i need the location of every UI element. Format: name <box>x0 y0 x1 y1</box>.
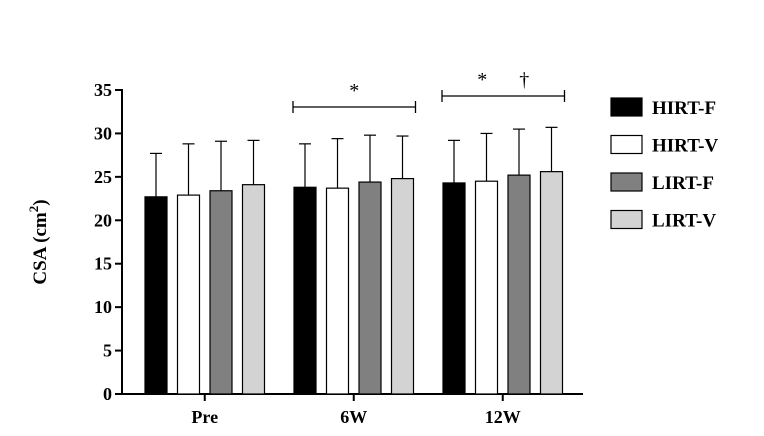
legend-label-lirt-f: LIRT-F <box>652 173 714 194</box>
y-tick-label: 25 <box>94 167 112 187</box>
x-tick-label-pre: Pre <box>191 407 218 427</box>
y-tick-label: 15 <box>94 254 112 274</box>
y-tick-label: 20 <box>94 210 112 230</box>
y-tick-label: 30 <box>94 123 112 143</box>
significance-symbol: * <box>477 69 487 91</box>
bar-hirt-v-6w <box>325 187 350 395</box>
bar-hirt-v-pre <box>176 194 201 395</box>
y-tick-label: 35 <box>94 80 112 100</box>
x-tick-label-12w: 12W <box>485 407 521 427</box>
svg-text:CSA (cm2): CSA (cm2) <box>26 199 51 284</box>
bar-lirt-f-pre <box>209 190 233 395</box>
significance-symbol: † <box>519 69 529 91</box>
legend-label-hirt-f: HIRT-F <box>652 98 716 119</box>
legend-swatch-hirt-v <box>610 134 643 155</box>
legend-label-lirt-v: LIRT-V <box>652 211 716 232</box>
bar-lirt-v-pre <box>241 184 266 395</box>
y-tick-label: 10 <box>94 297 112 317</box>
bar-hirt-f-12w <box>442 182 466 395</box>
significance-symbol: * <box>349 80 359 102</box>
y-axis-label-text: CSA (cm <box>30 212 51 284</box>
x-tick-label-6w: 6W <box>340 407 367 427</box>
bar-hirt-f-6w <box>293 186 317 395</box>
bar-lirt-f-12w <box>507 174 531 395</box>
bars <box>144 126 564 395</box>
significance-annotations: * * † <box>292 69 566 113</box>
bar-hirt-v-12w <box>474 180 499 395</box>
legend: HIRT-F HIRT-V LIRT-F LIRT-V <box>610 97 718 232</box>
legend-swatch-hirt-f <box>610 97 643 117</box>
y-axis-label: CSA (cm2) <box>26 199 51 284</box>
y-tick-label: 5 <box>103 341 112 361</box>
bar-lirt-v-12w <box>539 171 564 395</box>
legend-swatch-lirt-f <box>610 172 643 192</box>
y-axis-label-superscript: 2 <box>26 206 41 213</box>
bar-hirt-f-pre <box>144 196 168 395</box>
x-axis: Pre 6W 12W <box>121 393 583 427</box>
bar-lirt-v-6w <box>390 177 415 395</box>
y-tick-label: 0 <box>103 384 112 404</box>
y-axis-label-close: ) <box>30 199 51 205</box>
bar-lirt-f-6w <box>358 181 382 395</box>
legend-label-hirt-v: HIRT-V <box>652 136 718 157</box>
legend-swatch-lirt-v <box>610 209 643 230</box>
y-axis: 0 5 10 15 20 25 30 35 <box>94 80 123 404</box>
